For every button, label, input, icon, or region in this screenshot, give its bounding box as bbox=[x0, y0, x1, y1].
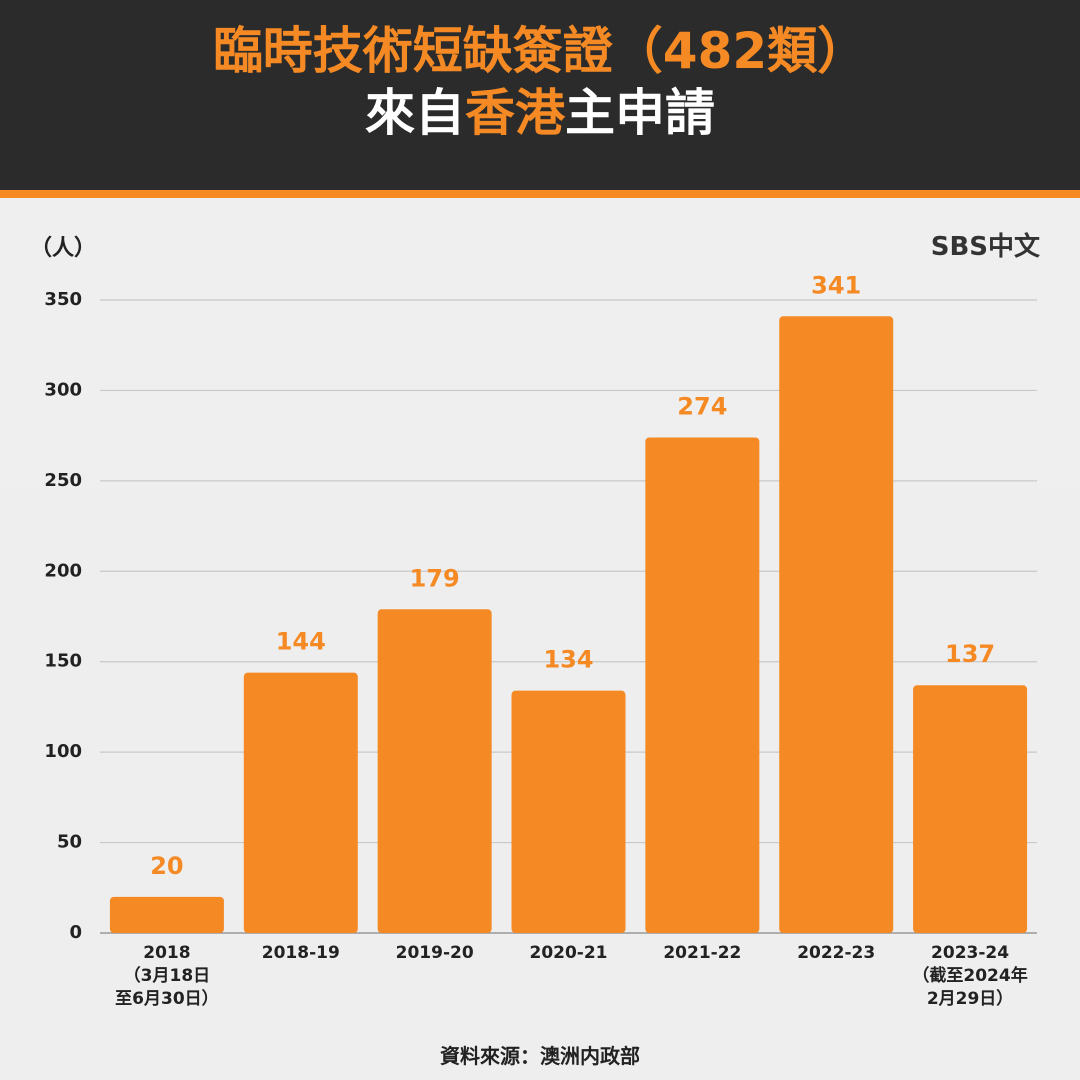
title-text: 主申請 bbox=[565, 84, 715, 142]
bar bbox=[243, 672, 358, 933]
value-label: 274 bbox=[677, 392, 727, 420]
brand-logo: SBS中文 bbox=[930, 232, 1040, 262]
bar bbox=[779, 316, 894, 934]
x-tick-label: 2018-19 bbox=[261, 943, 340, 963]
y-tick-label: 100 bbox=[44, 741, 82, 762]
source-note: 資料來源：澳洲内政部 bbox=[440, 1044, 640, 1068]
y-tick-label: 300 bbox=[44, 379, 82, 400]
value-label: 137 bbox=[945, 640, 995, 668]
value-label: 179 bbox=[410, 564, 460, 592]
value-label: 20 bbox=[150, 852, 183, 880]
value-label: 341 bbox=[811, 271, 861, 299]
header: 臨時技術短缺簽證（482類） 來自香港主申請 bbox=[0, 0, 1080, 198]
title-highlight: 香港 bbox=[465, 84, 565, 142]
value-label: 144 bbox=[276, 628, 326, 656]
y-tick-label: 250 bbox=[44, 470, 82, 491]
bar bbox=[645, 437, 760, 933]
y-tick-label: 200 bbox=[44, 560, 82, 581]
x-tick-label: 2019-20 bbox=[395, 943, 474, 963]
title-line: 來自香港主申請 bbox=[0, 82, 1080, 144]
y-tick-label: 0 bbox=[69, 922, 82, 943]
x-tick-label: 2021-22 bbox=[663, 943, 742, 963]
x-tick-label: 2022-23 bbox=[797, 943, 876, 963]
title-line: 臨時技術短缺簽證（482類） bbox=[0, 0, 1080, 82]
x-tick-label: 2023-24 （截至2024年 2月29日） bbox=[912, 943, 1028, 1009]
title-text: 臨時技術短缺簽證（482類） bbox=[212, 22, 868, 80]
y-tick-label: 150 bbox=[44, 651, 82, 672]
y-axis-label: （人） bbox=[30, 236, 97, 261]
bar bbox=[913, 685, 1028, 933]
x-tick-label: 2018 （3月18日 至6月30日） bbox=[115, 943, 219, 1009]
y-tick-label: 50 bbox=[57, 832, 82, 853]
title-text: 來自 bbox=[365, 84, 465, 142]
value-label: 134 bbox=[543, 646, 593, 674]
bar bbox=[109, 896, 224, 933]
bar bbox=[511, 690, 626, 933]
y-tick-label: 350 bbox=[44, 289, 82, 310]
bar bbox=[377, 609, 492, 933]
x-tick-label: 2020-21 bbox=[529, 943, 608, 963]
